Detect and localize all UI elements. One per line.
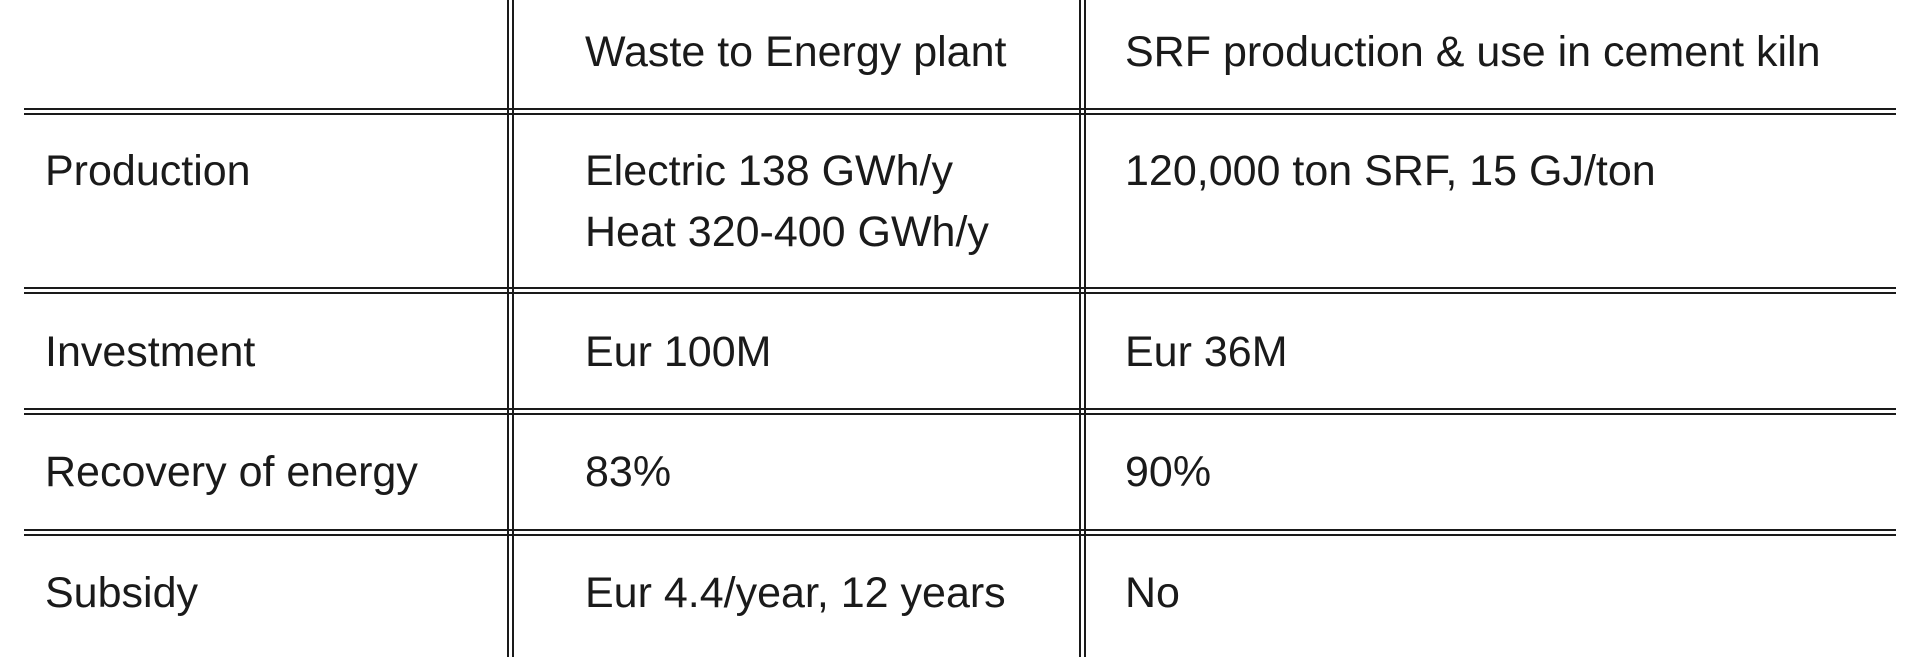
row-label-recovery-of-energy: Recovery of energy	[45, 448, 418, 496]
column-divider-2	[1079, 0, 1086, 657]
row-divider-1	[24, 287, 1896, 294]
row-divider-header	[24, 108, 1896, 115]
subsidy-srf: No	[1125, 569, 1180, 617]
recovery-waste-to-energy: 83%	[585, 448, 672, 496]
row-divider-3	[24, 529, 1896, 536]
row-label-subsidy: Subsidy	[45, 569, 198, 617]
row-label-investment: Investment	[45, 328, 256, 376]
row-label-production: Production	[45, 147, 251, 195]
header-srf-production: SRF production & use in cement kiln	[1125, 28, 1821, 76]
production-srf-value: 120,000 ton SRF, 15 GJ/ton	[1125, 147, 1656, 195]
production-electric: Electric 138 GWh/y	[585, 147, 953, 195]
production-waste-to-energy: Electric 138 GWh/y Heat 320-400 GWh/y	[585, 141, 989, 263]
recovery-srf: 90%	[1125, 448, 1212, 496]
investment-srf: Eur 36M	[1125, 328, 1288, 376]
column-divider-1	[507, 0, 514, 657]
row-divider-2	[24, 408, 1896, 415]
header-waste-to-energy: Waste to Energy plant	[585, 28, 1007, 76]
investment-waste-to-energy: Eur 100M	[585, 328, 772, 376]
production-heat: Heat 320-400 GWh/y	[585, 208, 989, 256]
production-srf: 120,000 ton SRF, 15 GJ/ton	[1125, 141, 1656, 202]
subsidy-waste-to-energy: Eur 4.4/year, 12 years	[585, 569, 1006, 617]
